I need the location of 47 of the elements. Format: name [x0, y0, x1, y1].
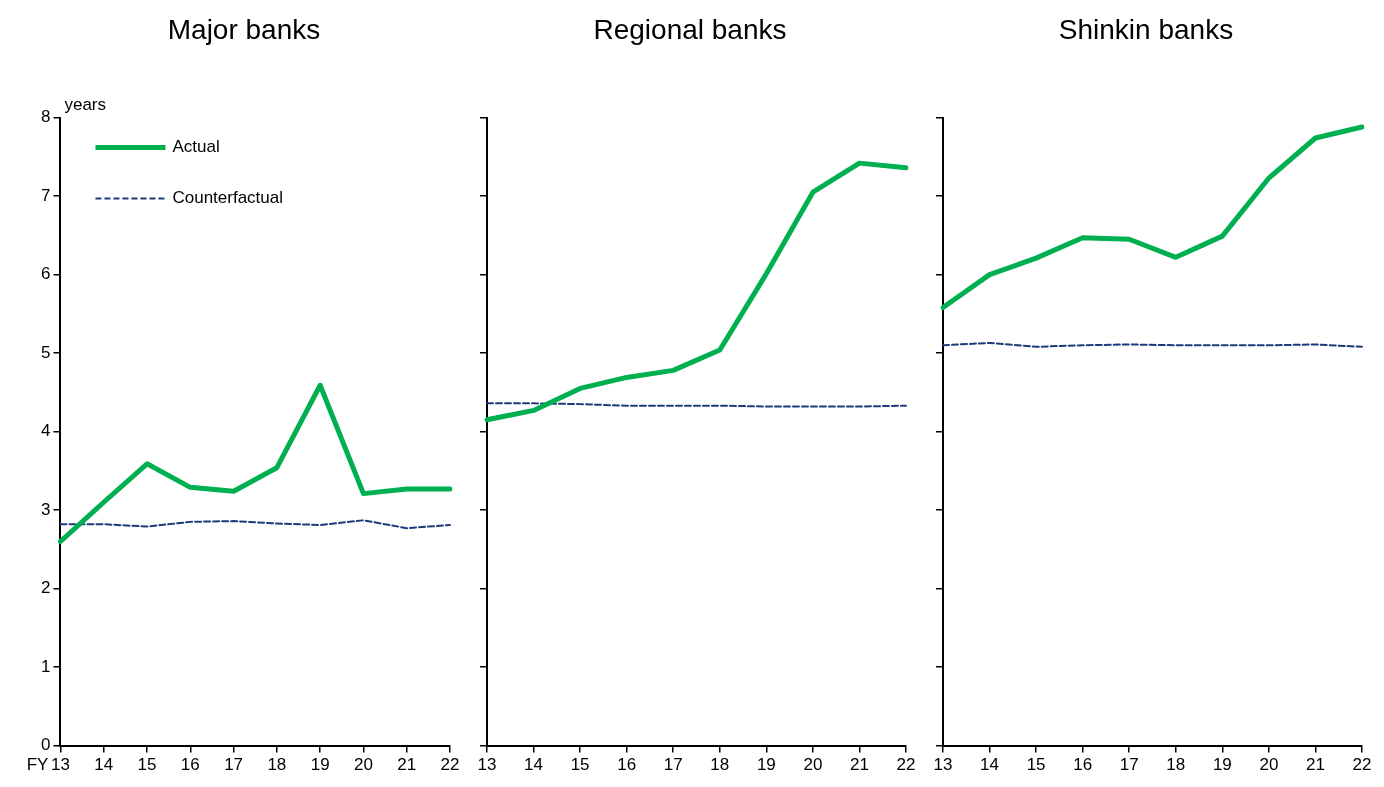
- x-tick-label: 13: [477, 755, 497, 775]
- x-tick-label: 22: [440, 755, 460, 775]
- y-tick-label: 2: [40, 578, 51, 598]
- x-tick-label: 20: [353, 755, 373, 775]
- x-tick-label: 16: [1073, 755, 1093, 775]
- x-tick-label: 15: [1026, 755, 1046, 775]
- x-tick-label: 21: [1305, 755, 1325, 775]
- x-tick-label: 19: [756, 755, 776, 775]
- chart-title: Regional banks: [593, 13, 787, 45]
- x-tick-label: 18: [1166, 755, 1186, 775]
- x-tick-label: 18: [710, 755, 730, 775]
- x-tick-label: 22: [1352, 755, 1372, 775]
- x-tick-label: 17: [1119, 755, 1139, 775]
- x-axis-title: FY: [26, 754, 49, 774]
- x-tick-label: 14: [94, 755, 114, 775]
- x-tick-label: 14: [524, 755, 544, 775]
- x-tick-label: 19: [1212, 755, 1232, 775]
- x-tick-label: 21: [397, 755, 417, 775]
- chart-title: Shinkin banks: [1058, 13, 1234, 45]
- x-tick-label: 19: [310, 755, 330, 775]
- x-tick-label: 14: [980, 755, 1000, 775]
- legend-label: Counterfactual: [172, 188, 284, 208]
- chart-title: Major banks: [167, 13, 321, 45]
- y-tick-label: 0: [40, 735, 51, 755]
- x-tick-label: 20: [1259, 755, 1279, 775]
- x-tick-label: 15: [570, 755, 590, 775]
- y-tick-label: 4: [40, 421, 51, 441]
- y-tick-label: 3: [40, 499, 51, 519]
- legend-label: Actual: [172, 137, 220, 157]
- x-tick-label: 18: [267, 755, 287, 775]
- x-tick-label: 15: [137, 755, 157, 775]
- y-axis-title: years: [64, 94, 107, 114]
- x-tick-label: 13: [933, 755, 953, 775]
- x-tick-label: 16: [180, 755, 200, 775]
- x-tick-label: 17: [663, 755, 683, 775]
- y-tick-label: 6: [40, 264, 51, 284]
- x-tick-label: 13: [50, 755, 70, 775]
- x-tick-label: 17: [224, 755, 244, 775]
- y-tick-label: 8: [40, 107, 51, 127]
- y-tick-label: 7: [40, 185, 51, 205]
- x-tick-label: 20: [803, 755, 823, 775]
- y-tick-label: 5: [40, 342, 51, 362]
- x-tick-label: 21: [849, 755, 869, 775]
- x-tick-label: 16: [617, 755, 637, 775]
- x-tick-label: 22: [896, 755, 916, 775]
- y-tick-label: 1: [40, 656, 51, 676]
- line-series: [59, 519, 451, 530]
